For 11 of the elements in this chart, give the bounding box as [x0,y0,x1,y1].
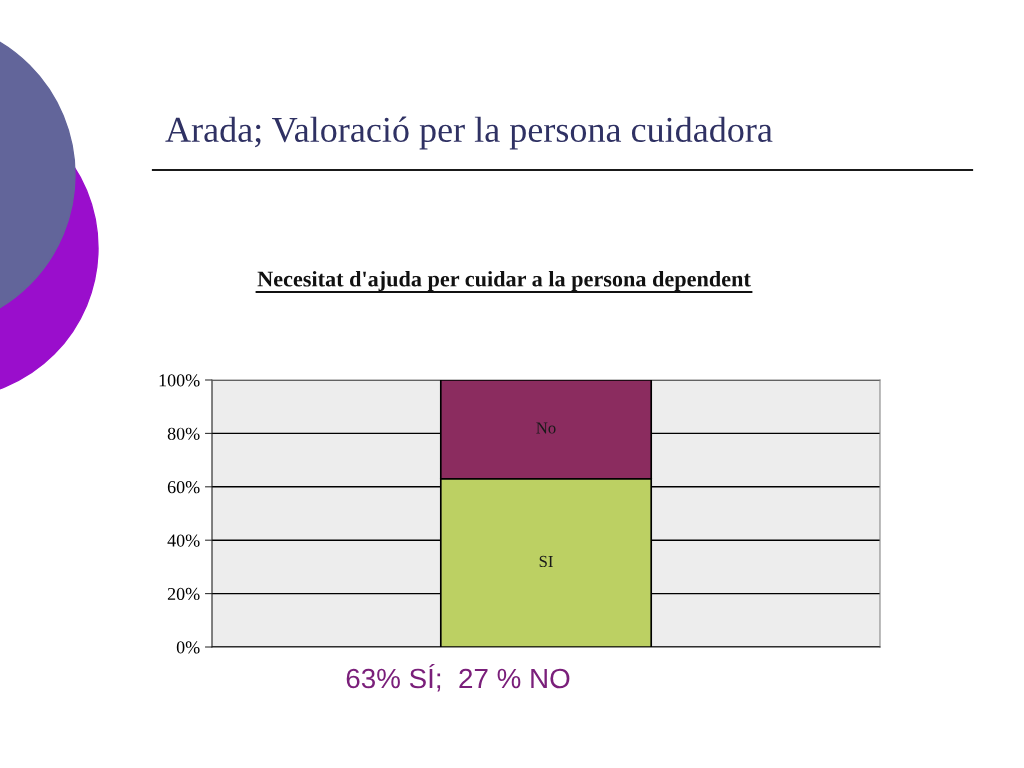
y-tick-label: 60% [167,481,200,494]
y-tick-label: 40% [167,534,200,547]
chart-subtitle: Necesitat d'ajuda per cuidar a la persona dependent [257,270,751,292]
y-tick-label: 100% [159,374,200,387]
series-label: No [536,422,556,434]
chart-title: Arada; Valoració per la persona cuidadora [165,116,773,150]
y-tick-label: 80% [167,427,200,440]
y-tick-label: 0% [176,641,200,654]
y-tick-label: 20% [167,587,200,601]
series-label: SI [539,555,553,568]
text: 63% SÍ; 27 % NO [346,663,570,692]
